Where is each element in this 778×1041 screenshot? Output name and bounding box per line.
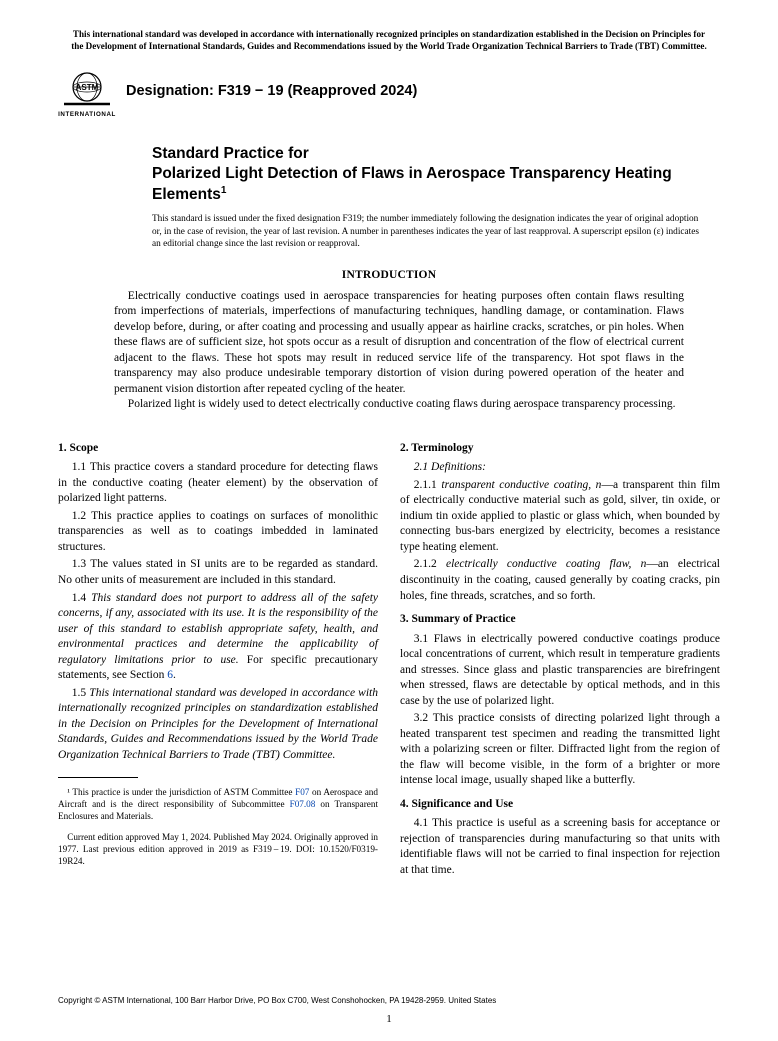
para-1-2: 1.2 This practice applies to coatings on…: [58, 509, 378, 556]
issue-note: This standard is issued under the fixed …: [152, 213, 700, 251]
title-superscript: 1: [221, 185, 227, 196]
introduction-heading: INTRODUCTION: [58, 269, 720, 281]
fn-a: ¹ This practice is under the jurisdictio…: [67, 787, 295, 797]
para-2-1-2: 2.1.2 electrically conductive coating fl…: [400, 557, 720, 604]
svg-text:ASTM: ASTM: [76, 83, 99, 92]
body-columns: 1. Scope 1.1 This practice covers a stan…: [58, 433, 720, 880]
designation-code: F319 − 19 (Reapproved 2024): [218, 83, 417, 99]
logo-label: INTERNATIONAL: [58, 111, 116, 118]
section-4-heading: 4. Significance and Use: [400, 797, 720, 813]
para-1-4-period: .: [173, 669, 176, 681]
def-2-1-1-num: 2.1.1: [414, 479, 442, 491]
definitions-label: 2.1 Definitions:: [414, 461, 486, 473]
para-1-4-num: 1.4: [72, 592, 91, 604]
section-2-heading: 2. Terminology: [400, 441, 720, 457]
header-row: ASTM INTERNATIONAL Designation: F319 − 1…: [58, 71, 720, 118]
tbt-notice: This international standard was develope…: [58, 28, 720, 67]
para-2-1: 2.1 Definitions:: [400, 460, 720, 476]
def-2-1-1-term: transparent conductive coating, n: [441, 479, 601, 491]
para-1-5-italic: This international standard was develope…: [58, 687, 378, 761]
def-2-1-2-term: electrically conductive coating flaw, n: [446, 558, 646, 570]
designation-prefix: Designation:: [126, 83, 218, 99]
footnote-1: ¹ This practice is under the jurisdictio…: [58, 787, 378, 823]
intro-para-1: Electrically conductive coatings used in…: [114, 289, 684, 398]
title-lead: Standard Practice for: [152, 144, 700, 164]
logo-mark: ASTM: [60, 71, 114, 109]
footnote-2: Current edition approved May 1, 2024. Pu…: [58, 832, 378, 868]
copyright-line: Copyright © ASTM International, 100 Barr…: [58, 996, 496, 1005]
para-4-1: 4.1 This practice is useful as a screeni…: [400, 816, 720, 878]
intro-para-2: Polarized light is widely used to detect…: [114, 397, 684, 413]
introduction-body: Electrically conductive coatings used in…: [114, 289, 684, 413]
astm-logo: ASTM INTERNATIONAL: [58, 71, 116, 118]
para-3-1: 3.1 Flaws in electrically powered conduc…: [400, 632, 720, 710]
def-2-1-2-num: 2.1.2: [414, 558, 446, 570]
link-f07-08[interactable]: F07.08: [290, 799, 316, 809]
left-column: 1. Scope 1.1 This practice covers a stan…: [58, 433, 378, 880]
link-f07[interactable]: F07: [295, 787, 309, 797]
right-column: 2. Terminology 2.1 Definitions: 2.1.1 tr…: [400, 433, 720, 880]
section-1-heading: 1. Scope: [58, 441, 378, 457]
title-main: Polarized Light Detection of Flaws in Ae…: [152, 164, 700, 205]
page-number: 1: [0, 1013, 778, 1025]
para-1-3: 1.3 The values stated in SI units are to…: [58, 557, 378, 588]
title-block: Standard Practice for Polarized Light De…: [152, 144, 720, 251]
para-3-2: 3.2 This practice consists of directing …: [400, 711, 720, 789]
footnote-rule: [58, 777, 138, 778]
para-1-5-num: 1.5: [72, 687, 90, 699]
para-1-1: 1.1 This practice covers a standard proc…: [58, 460, 378, 507]
designation: Designation: F319 − 19 (Reapproved 2024): [126, 71, 417, 99]
section-3-heading: 3. Summary of Practice: [400, 612, 720, 628]
para-1-5: 1.5 This international standard was deve…: [58, 686, 378, 764]
para-2-1-1: 2.1.1 transparent conductive coating, n—…: [400, 478, 720, 556]
para-1-4: 1.4 This standard does not purport to ad…: [58, 591, 378, 684]
title-main-text: Polarized Light Detection of Flaws in Ae…: [152, 165, 672, 203]
page: This international standard was develope…: [0, 0, 778, 1041]
